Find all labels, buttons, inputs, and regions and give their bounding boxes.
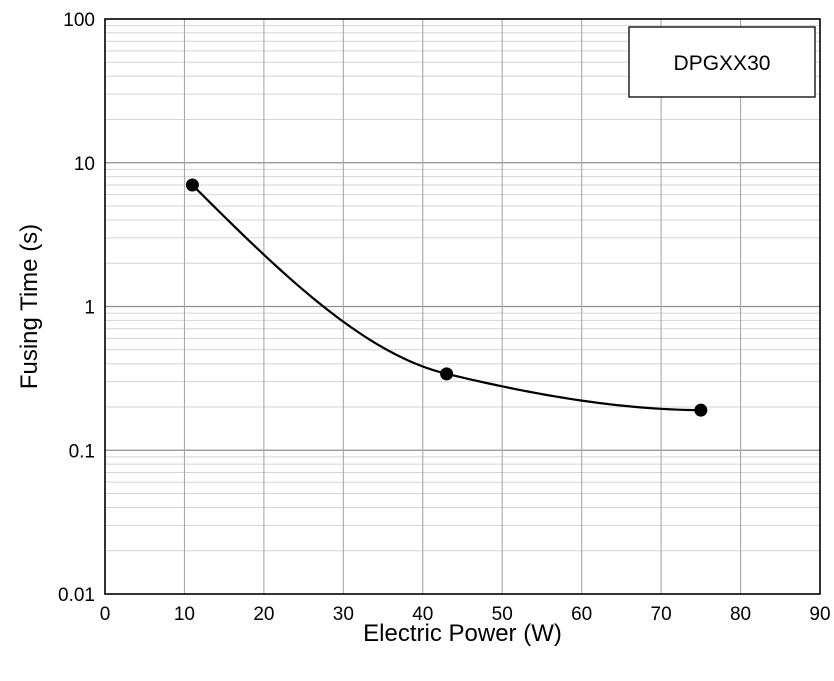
- y-tick-label: 0.01: [58, 585, 95, 606]
- y-tick-label: 1: [84, 298, 95, 319]
- x-tick-labels: 0 10 20 30 40 50 60 70 80 90: [100, 604, 831, 625]
- data-point: [185, 178, 199, 192]
- x-tick-label: 10: [174, 604, 195, 625]
- x-tick-label: 30: [333, 604, 354, 625]
- data-points: [185, 178, 708, 417]
- legend-box: [628, 26, 816, 98]
- x-tick-label: 90: [809, 604, 830, 625]
- x-tick-label: 70: [651, 604, 672, 625]
- x-tick-label: 80: [730, 604, 751, 625]
- x-tick-label: 40: [412, 604, 433, 625]
- x-tick-label: 20: [253, 604, 274, 625]
- x-tick-label: 60: [571, 604, 592, 625]
- legend-label: DPGXX30: [674, 52, 771, 75]
- y-tick-labels: 0.01 0.1 1 10 100: [58, 10, 95, 606]
- x-tick-label: 50: [492, 604, 513, 625]
- y-tick-label: 0.1: [69, 441, 95, 462]
- x-axis-title: Electric Power (W): [363, 620, 562, 647]
- data-point: [694, 403, 708, 417]
- y-axis-title: Fusing Time (s): [16, 224, 43, 389]
- grid-minor: [105, 25, 820, 552]
- legend: DPGXX30: [628, 26, 816, 98]
- y-tick-label: 10: [74, 154, 95, 175]
- grid-major: [105, 19, 820, 594]
- y-tick-label: 100: [63, 10, 95, 31]
- x-tick-label: 0: [100, 604, 111, 625]
- data-point: [440, 367, 454, 381]
- plot-frame: [104, 18, 821, 595]
